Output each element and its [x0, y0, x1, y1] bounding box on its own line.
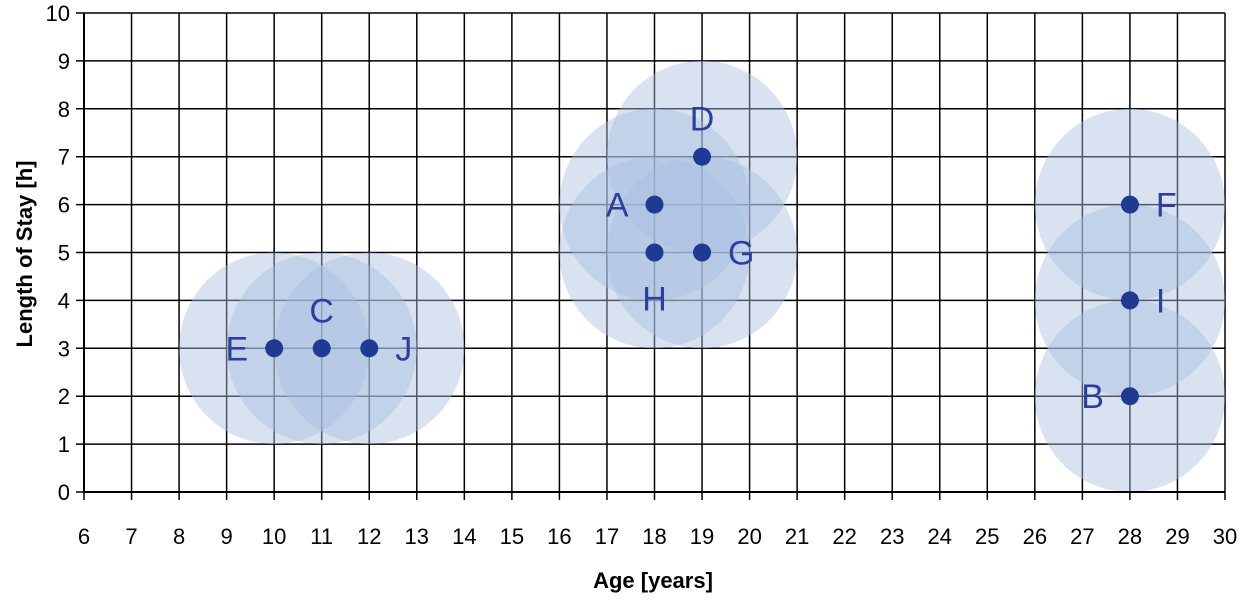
x-tick-label: 20 — [737, 524, 761, 549]
point-e — [265, 339, 284, 358]
y-tick-label: 4 — [58, 288, 70, 313]
x-tick-label: 29 — [1165, 524, 1189, 549]
y-tick-label: 5 — [58, 241, 70, 266]
point-label-e: E — [225, 330, 248, 368]
point-f — [1120, 195, 1139, 214]
y-tick-label: 8 — [58, 97, 70, 122]
x-tick-label: 26 — [1023, 524, 1047, 549]
x-tick-label: 16 — [547, 524, 571, 549]
point-label-g: G — [728, 235, 754, 273]
x-tick-label: 18 — [642, 524, 666, 549]
x-tick-label: 23 — [880, 524, 904, 549]
x-axis-title: Age [years] — [593, 568, 713, 593]
x-tick-label: 8 — [173, 524, 185, 549]
x-tick-label: 12 — [357, 524, 381, 549]
y-tick-label: 0 — [58, 480, 70, 505]
x-tick-label: 17 — [595, 524, 619, 549]
x-tick-label: 27 — [1070, 524, 1094, 549]
point-label-a: A — [606, 187, 629, 225]
y-tick-label: 10 — [46, 1, 70, 26]
point-h — [645, 243, 664, 262]
point-d — [693, 147, 712, 166]
x-tick-label: 30 — [1213, 524, 1237, 549]
x-tick-label: 11 — [310, 524, 333, 549]
x-tick-label: 14 — [452, 524, 476, 549]
x-tick-label: 25 — [975, 524, 999, 549]
point-label-c: C — [309, 292, 334, 330]
y-tick-labels: 0 1 2 3 4 5 6 7 8 9 10 — [46, 1, 70, 505]
x-tick-label: 9 — [221, 524, 233, 549]
point-label-j: J — [395, 330, 412, 368]
x-tick-label: 13 — [405, 524, 429, 549]
x-tick-label: 10 — [262, 524, 286, 549]
point-labels: A B C D E F G H I J — [225, 101, 1176, 417]
x-tick-label: 24 — [928, 524, 952, 549]
y-tick-label: 1 — [58, 432, 70, 457]
y-tick-label: 3 — [58, 336, 70, 361]
x-tick-labels: 6 7 8 9 10 11 12 13 14 15 16 17 18 19 20 21 22 23 24 25 26 27… — [78, 524, 1237, 549]
y-tick-label: 2 — [58, 384, 70, 409]
point-label-f: F — [1156, 187, 1177, 225]
data-points — [265, 147, 1139, 406]
x-tick-label: 19 — [690, 524, 714, 549]
x-tick-label: 22 — [832, 524, 856, 549]
point-label-d: D — [690, 101, 715, 139]
x-tick-label: 7 — [125, 524, 137, 549]
point-g — [693, 243, 712, 262]
point-label-i: I — [1156, 282, 1165, 320]
y-tick-label: 6 — [58, 193, 70, 218]
x-tick-label: 21 — [785, 524, 809, 549]
x-tick-label: 15 — [500, 524, 524, 549]
y-axis-title: Length of Stay [h] — [12, 161, 37, 348]
point-label-b: B — [1081, 378, 1104, 416]
x-tick-label: 28 — [1118, 524, 1142, 549]
point-b — [1120, 387, 1139, 406]
y-tick-label: 7 — [58, 145, 70, 170]
x-tick-label: 6 — [78, 524, 90, 549]
point-j — [360, 339, 379, 358]
point-label-h: H — [642, 281, 667, 319]
y-tick-label: 9 — [58, 49, 70, 74]
point-c — [312, 339, 331, 358]
axes — [83, 13, 1225, 493]
point-a — [645, 195, 664, 214]
point-i — [1120, 291, 1139, 310]
